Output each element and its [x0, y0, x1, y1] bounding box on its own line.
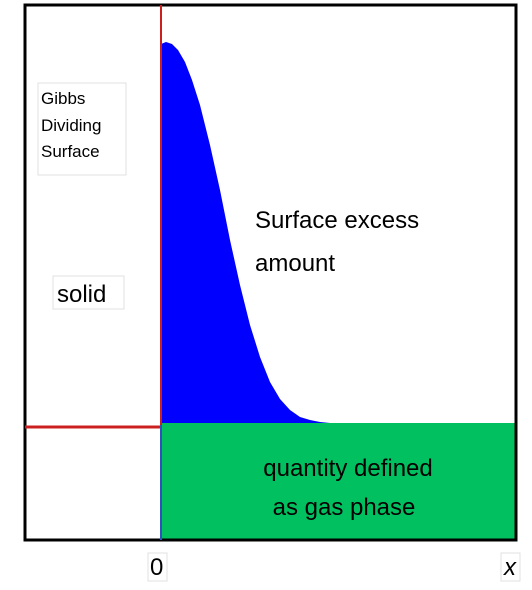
solid-label: solid [57, 281, 106, 308]
label-box [37, 82, 127, 176]
label-box [500, 552, 521, 582]
gibbs-label: Dividing [41, 116, 101, 135]
surface-excess-label: Surface excess [255, 207, 419, 234]
gibbs-label: Surface [41, 142, 100, 161]
gas-phase-label: quantity defined [263, 455, 432, 482]
gibbs-label: Gibbs [41, 89, 85, 108]
frame [23, 3, 518, 542]
label-box [147, 552, 168, 582]
surface-excess-area [161, 42, 330, 423]
origin-label: 0 [150, 554, 163, 581]
label-box [52, 275, 125, 310]
x-axis-label: x [503, 554, 517, 581]
gas-phase-region [161, 423, 516, 540]
surface-excess-label: amount [255, 250, 335, 277]
gas-phase-label: as gas phase [273, 494, 416, 521]
